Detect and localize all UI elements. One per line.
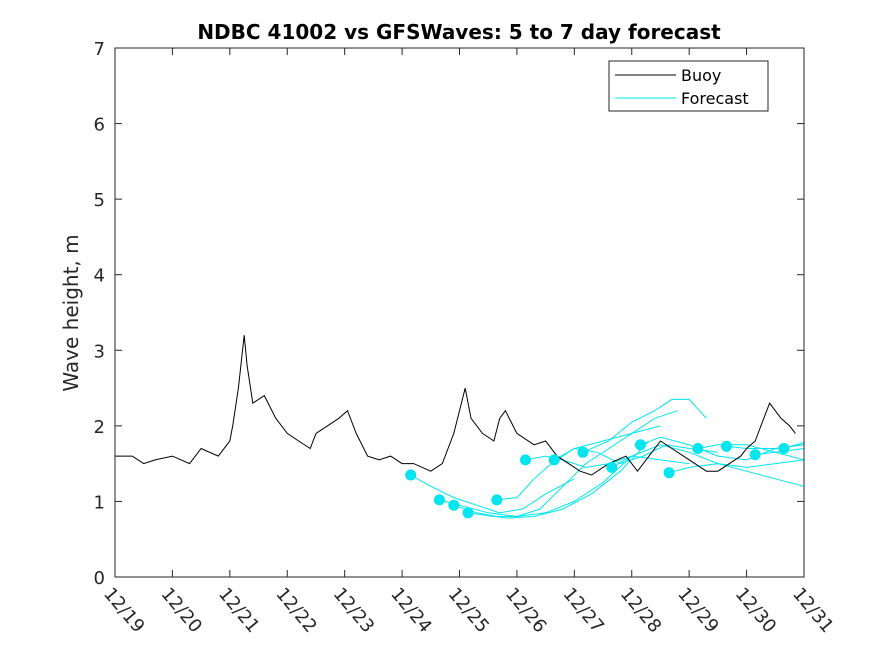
buoy-series-line [115,335,796,476]
forecast-line-7 [553,444,718,465]
y-tick-label: 5 [94,190,105,211]
chart-title: NDBC 41002 vs GFSWaves: 5 to 7 day forec… [197,20,721,44]
forecast-start-marker [548,454,560,466]
forecast-line-11 [668,459,805,474]
forecast-markers [405,439,790,519]
legend-buoy-label: Buoy [681,66,721,85]
forecast-start-marker [634,439,646,451]
legend-forecast-label: Forecast [681,89,749,108]
forecast-line-8 [582,398,707,453]
legend: Buoy Forecast [608,60,769,112]
forecast-line-12 [697,444,805,461]
y-axis: 0 1 2 3 4 5 6 7 [94,39,804,589]
forecast-line-1 [410,474,575,514]
y-tick-label: 1 [94,492,105,513]
forecast-start-marker [433,494,445,506]
y-tick-label: 7 [94,39,105,60]
forecast-line-4 [468,410,678,517]
forecast-start-marker [606,461,618,473]
forecast-line-9 [611,444,805,487]
y-tick-label: 2 [94,417,105,438]
forecast-start-marker [692,443,704,454]
forecast-start-marker [405,469,417,481]
forecast-line-2 [439,455,633,518]
y-tick-label: 6 [94,115,105,136]
forecast-start-marker [749,449,761,461]
buoy-line-group [115,335,796,476]
forecast-start-marker [520,454,531,466]
forecast-start-marker [577,446,589,458]
y-tick-label: 4 [94,266,105,287]
forecast-lines [410,398,805,519]
y-tick-label: 3 [94,341,105,362]
forecast-start-marker [491,494,503,506]
forecast-start-marker [778,443,790,454]
forecast-line-6 [525,455,690,468]
plot-area [115,48,804,577]
y-tick-label: 0 [94,568,105,589]
forecast-line-3 [453,440,650,519]
forecast-line-5 [496,425,661,501]
forecast-start-marker [448,499,460,511]
forecast-line-14 [755,448,805,456]
forecast-start-marker [663,467,675,479]
forecast-start-marker [721,440,732,452]
legend-box [608,60,769,112]
forecast-start-marker [462,507,474,519]
y-axis-label: Wave height, m [59,234,83,391]
